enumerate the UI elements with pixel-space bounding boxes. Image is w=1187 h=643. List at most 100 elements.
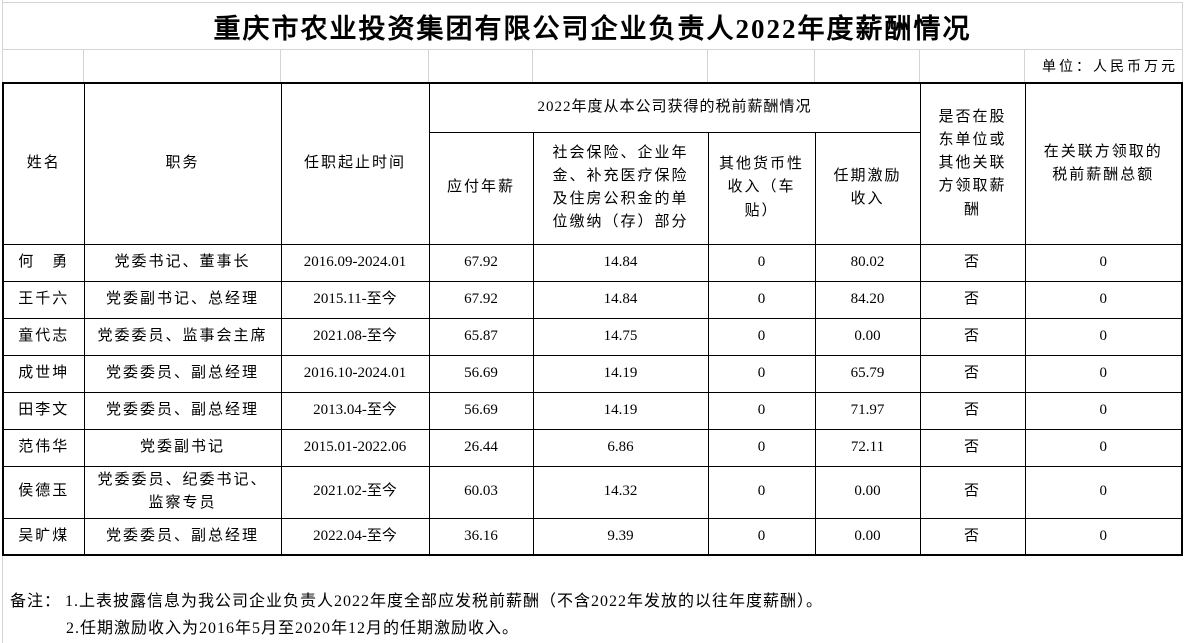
cell-tenure-incentive: 65.79	[814, 354, 921, 393]
header-related-party-total: 在关联方领取的 税前薪酬总额	[1024, 82, 1183, 245]
cell-related-party-total: 0	[1024, 391, 1183, 430]
header-name: 姓名	[2, 82, 85, 245]
cell-shareholder-pay: 否	[919, 317, 1026, 356]
cell-shareholder-pay: 否	[919, 280, 1026, 319]
cell-tenure-incentive: 0.00	[814, 517, 921, 556]
salary-table: 姓名 职务 任职起止时间 2022年度从本公司获得的税前薪酬情况 是否在股 东单…	[2, 82, 1184, 556]
header-salary-group: 2022年度从本公司获得的税前薪酬情况	[428, 82, 921, 133]
cell-shareholder-pay: 否	[919, 517, 1026, 556]
cell-other-income: 0	[707, 354, 816, 393]
cell-name: 何 勇	[2, 243, 85, 282]
grid-cell	[84, 50, 281, 82]
cell-term: 2013.04-至今	[280, 391, 430, 430]
cell-position: 党委委员、副总经理	[83, 391, 282, 430]
cell-social-insurance: 14.32	[532, 465, 709, 519]
page-title: 重庆市农业投资集团有限公司企业负责人2022年度薪酬情况	[213, 13, 972, 44]
cell-name: 范伟华	[2, 428, 85, 467]
header-term: 任职起止时间	[280, 82, 430, 245]
cell-social-insurance: 14.84	[532, 280, 709, 319]
cell-other-income: 0	[707, 317, 816, 356]
grid-cell	[708, 50, 815, 82]
cell-related-party-total: 0	[1024, 280, 1183, 319]
grid-cell	[2, 50, 84, 82]
cell-term: 2021.08-至今	[280, 317, 430, 356]
header-shareholder-pay: 是否在股 东单位或 其他关联 方领取薪 酬	[919, 82, 1026, 245]
cell-term: 2016.09-2024.01	[280, 243, 430, 282]
title-row: 重庆市农业投资集团有限公司企业负责人2022年度薪酬情况	[2, 2, 1183, 50]
cell-other-income: 0	[707, 280, 816, 319]
cell-annual-salary: 36.16	[428, 517, 534, 556]
cell-annual-salary: 56.69	[428, 354, 534, 393]
cell-term: 2015.01-2022.06	[280, 428, 430, 467]
cell-social-insurance: 14.84	[532, 243, 709, 282]
cell-annual-salary: 26.44	[428, 428, 534, 467]
cell-name: 王千六	[2, 280, 85, 319]
cell-position: 党委委员、监事会主席	[83, 317, 282, 356]
cell-related-party-total: 0	[1024, 428, 1183, 467]
header-position: 职务	[83, 82, 282, 245]
cell-tenure-incentive: 72.11	[814, 428, 921, 467]
cell-annual-salary: 60.03	[428, 465, 534, 519]
cell-annual-salary: 67.92	[428, 280, 534, 319]
cell-position: 党委委员、副总经理	[83, 354, 282, 393]
footnotes: 备注： 1.上表披露信息为我公司企业负责人2022年度全部应发税前薪酬（不含202…	[10, 588, 1180, 642]
cell-other-income: 0	[707, 391, 816, 430]
table-row: 侯德玉 党委委员、纪委书记、 监察专员 2021.02-至今 60.03 14.…	[2, 465, 1183, 519]
cell-other-income: 0	[707, 517, 816, 556]
cell-name: 田李文	[2, 391, 85, 430]
grid-cell	[815, 50, 920, 82]
note-text-2: 2.任期激励收入为2016年5月至2020年12月的任期激励收入。	[66, 620, 520, 637]
cell-related-party-total: 0	[1024, 465, 1183, 519]
cell-related-party-total: 0	[1024, 243, 1183, 282]
cell-social-insurance: 14.19	[532, 391, 709, 430]
table-row: 何 勇 党委书记、董事长 2016.09-2024.01 67.92 14.84…	[2, 243, 1183, 282]
cell-name: 童代志	[2, 317, 85, 356]
cell-name: 吴旷煤	[2, 517, 85, 556]
cell-related-party-total: 0	[1024, 354, 1183, 393]
cell-tenure-incentive: 0.00	[814, 317, 921, 356]
note-text-1: 1.上表披露信息为我公司企业负责人2022年度全部应发税前薪酬（不含2022年发…	[65, 593, 824, 610]
unit-row: 单位：人民币万元	[2, 50, 1183, 82]
cell-tenure-incentive: 84.20	[814, 280, 921, 319]
cell-position: 党委委员、副总经理	[83, 517, 282, 556]
cell-social-insurance: 9.39	[532, 517, 709, 556]
cell-other-income: 0	[707, 428, 816, 467]
cell-tenure-incentive: 80.02	[814, 243, 921, 282]
cell-shareholder-pay: 否	[919, 391, 1026, 430]
cell-annual-salary: 65.87	[428, 317, 534, 356]
cell-shareholder-pay: 否	[919, 243, 1026, 282]
table-row: 田李文 党委委员、副总经理 2013.04-至今 56.69 14.19 0 7…	[2, 391, 1183, 430]
cell-related-party-total: 0	[1024, 517, 1183, 556]
table-row: 王千六 党委副书记、总经理 2015.11-至今 67.92 14.84 0 8…	[2, 280, 1183, 319]
table-row: 范伟华 党委副书记 2015.01-2022.06 26.44 6.86 0 7…	[2, 428, 1183, 467]
cell-name: 侯德玉	[2, 465, 85, 519]
cell-related-party-total: 0	[1024, 317, 1183, 356]
table-body: 何 勇 党委书记、董事长 2016.09-2024.01 67.92 14.84…	[2, 243, 1183, 556]
cell-name: 成世坤	[2, 354, 85, 393]
cell-other-income: 0	[707, 465, 816, 519]
cell-social-insurance: 6.86	[532, 428, 709, 467]
cell-shareholder-pay: 否	[919, 465, 1026, 519]
cell-tenure-incentive: 0.00	[814, 465, 921, 519]
grid-cell	[281, 50, 429, 82]
cell-position: 党委副书记、总经理	[83, 280, 282, 319]
header-annual-salary: 应付年薪	[428, 131, 534, 245]
cell-annual-salary: 67.92	[428, 243, 534, 282]
cell-social-insurance: 14.75	[532, 317, 709, 356]
cell-social-insurance: 14.19	[532, 354, 709, 393]
unit-label: 单位：人民币万元	[1042, 60, 1178, 75]
table-row: 成世坤 党委委员、副总经理 2016.10-2024.01 56.69 14.1…	[2, 354, 1183, 393]
cell-term: 2021.02-至今	[280, 465, 430, 519]
header-other-income: 其他货币性 收入（车 贴）	[707, 131, 816, 245]
cell-position: 党委委员、纪委书记、 监察专员	[83, 465, 282, 519]
grid-cell	[920, 50, 1025, 82]
note-line-1: 备注： 1.上表披露信息为我公司企业负责人2022年度全部应发税前薪酬（不含202…	[10, 588, 1180, 615]
notes-label: 备注：	[10, 593, 62, 610]
grid-cell	[533, 50, 708, 82]
cell-position: 党委副书记	[83, 428, 282, 467]
cell-other-income: 0	[707, 243, 816, 282]
grid-cell	[429, 50, 533, 82]
table-row: 吴旷煤 党委委员、副总经理 2022.04-至今 36.16 9.39 0 0.…	[2, 517, 1183, 556]
note-line-2: 2.任期激励收入为2016年5月至2020年12月的任期激励收入。	[10, 615, 1180, 642]
